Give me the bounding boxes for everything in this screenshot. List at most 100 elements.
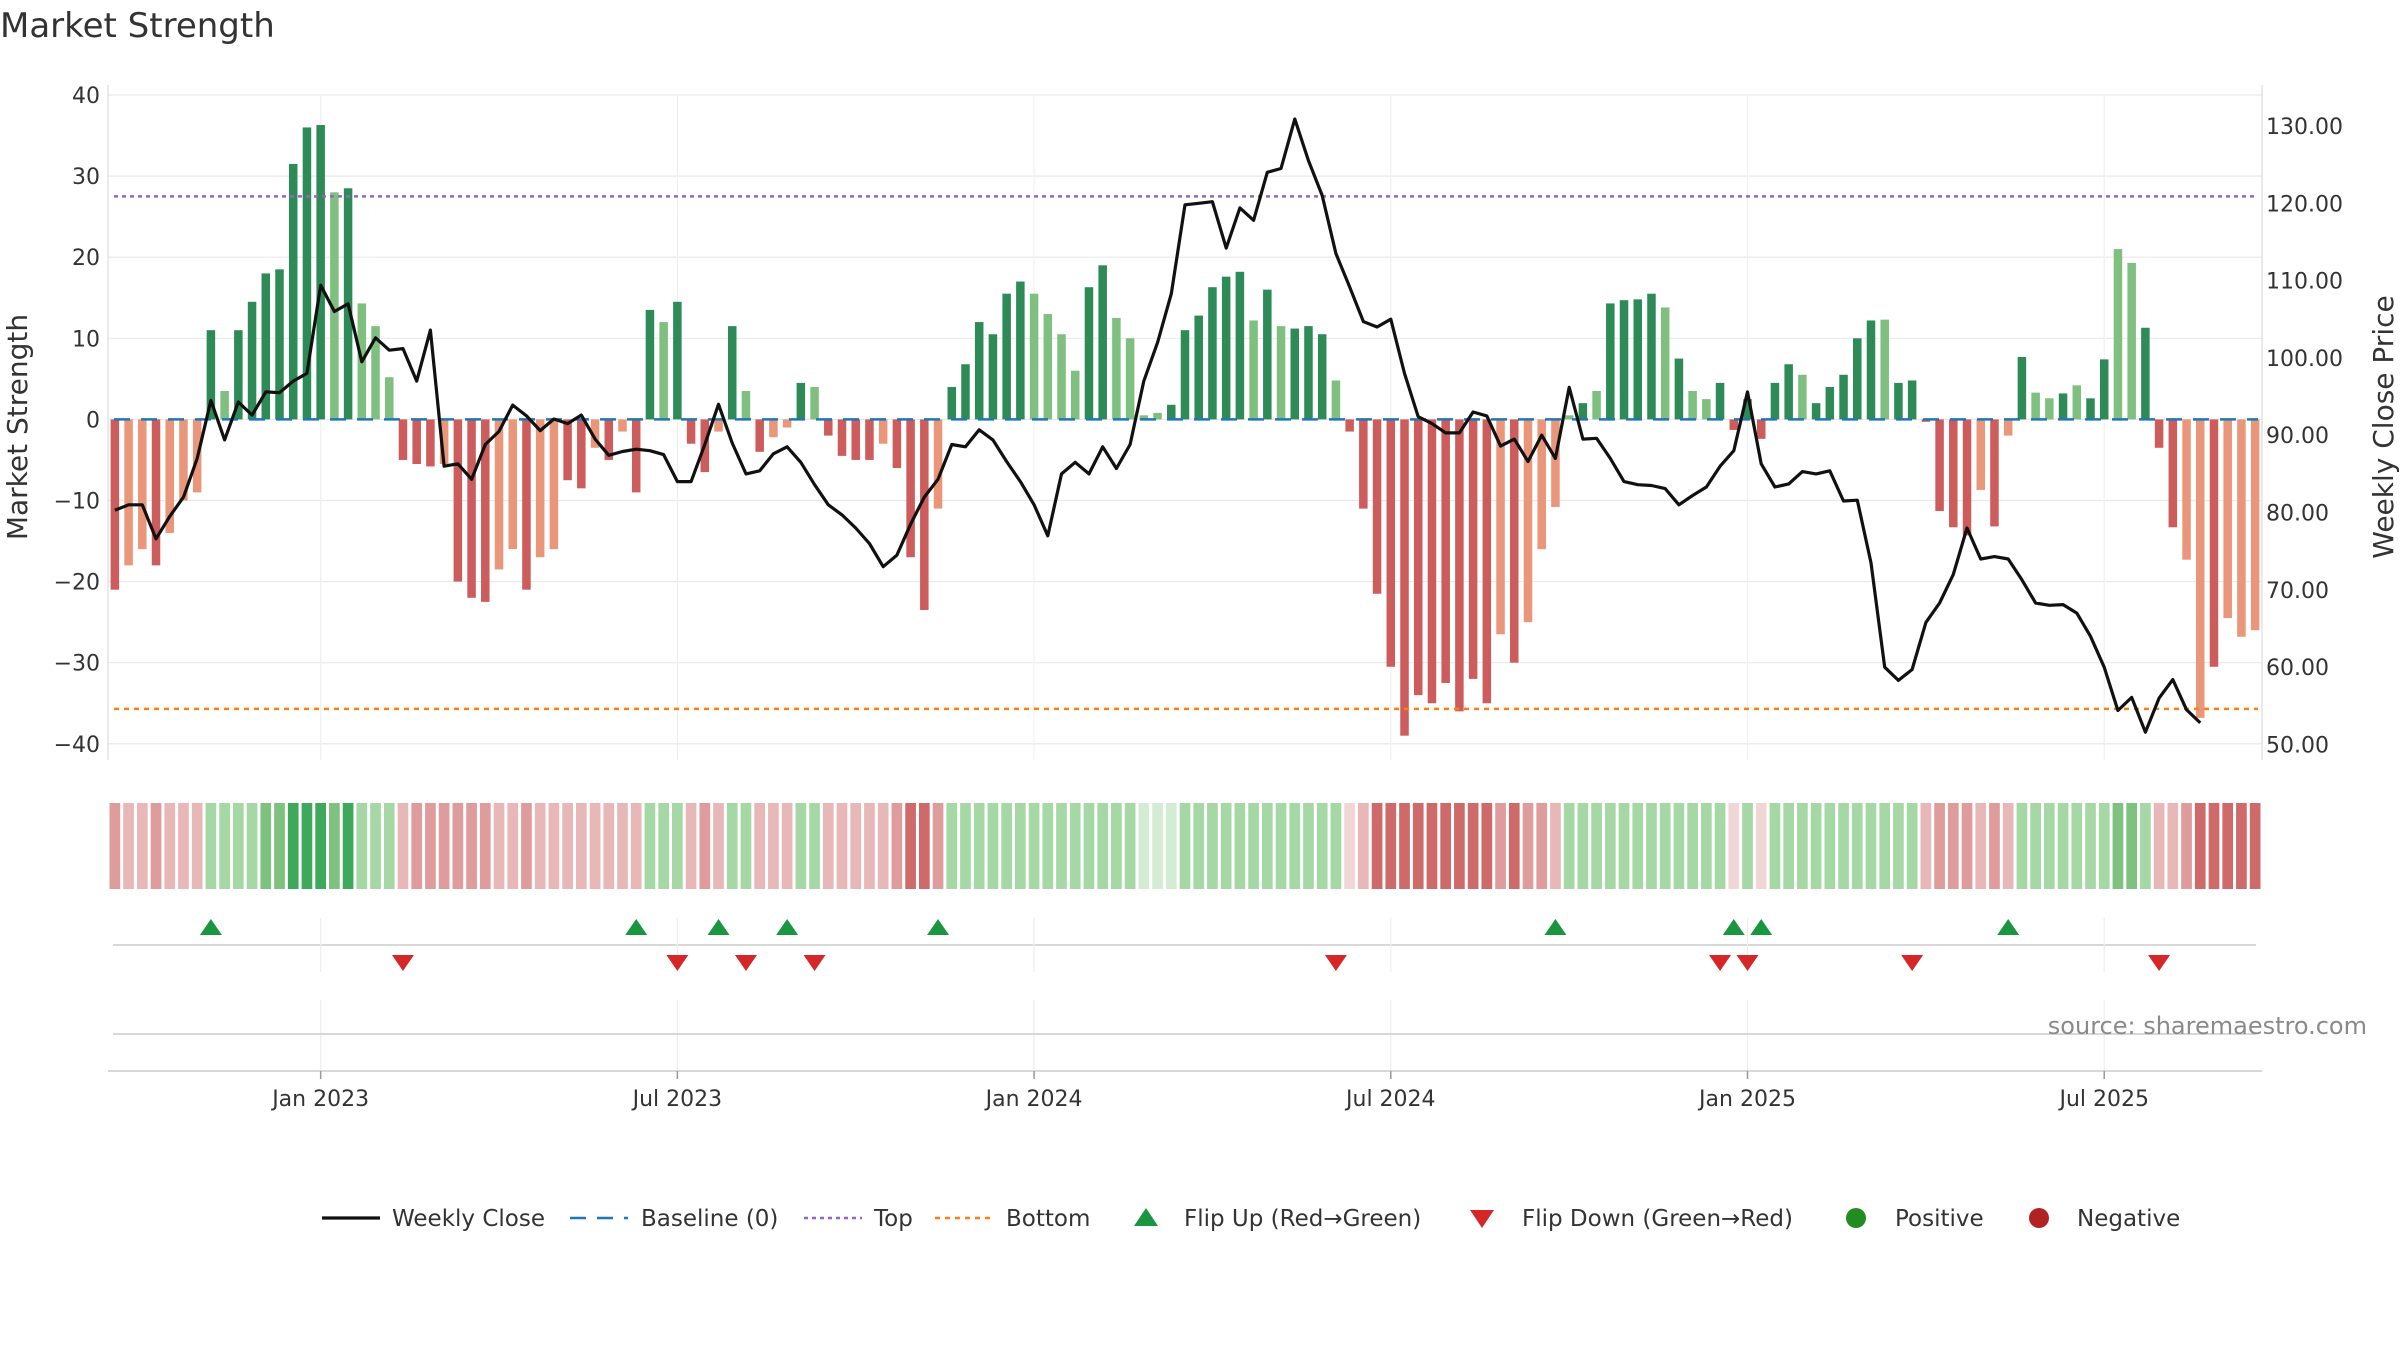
- strength-bar: [673, 301, 682, 420]
- y-left-tick-label: −20: [54, 571, 100, 596]
- strength-bar: [1263, 289, 1272, 420]
- strength-bar: [522, 419, 531, 590]
- strip-cell: [603, 803, 615, 889]
- y-left-tick-label: −40: [54, 733, 100, 758]
- strength-bar: [1290, 328, 1300, 420]
- strength-bar: [1894, 382, 1903, 420]
- strip-cell: [178, 803, 189, 889]
- strength-bar: [1235, 271, 1245, 420]
- strip-cell: [150, 803, 162, 889]
- flip-up-marker: [625, 919, 648, 935]
- strip-cell: [1920, 803, 1932, 889]
- strip-cell: [1961, 803, 1973, 889]
- strip-cell: [1015, 803, 1026, 889]
- strip-cell: [356, 803, 368, 889]
- strength-bar: [1002, 293, 1011, 420]
- strip-cell: [1179, 803, 1191, 889]
- legend-flip-up-swatch: [1134, 1208, 1158, 1226]
- strength-bar: [933, 419, 943, 509]
- y-left-tick-label: 30: [72, 165, 100, 190]
- strength-bar: [1770, 382, 1780, 420]
- strength-bar: [974, 322, 984, 420]
- strip-cell: [493, 803, 505, 889]
- strip-cell: [589, 803, 601, 889]
- strip-cell: [1316, 803, 1328, 889]
- y-right-tick-label: 90.00: [2266, 424, 2329, 449]
- strip-cell: [1097, 803, 1109, 889]
- strip-cell: [2002, 803, 2014, 889]
- flip-up-marker: [1750, 919, 1773, 935]
- y-right-tick-label: 80.00: [2266, 502, 2329, 527]
- strip-cell: [2126, 803, 2138, 889]
- strength-bar: [1907, 380, 1917, 420]
- strip-cell: [836, 803, 848, 889]
- strip-cell: [1385, 803, 1397, 889]
- strip-cell: [1563, 803, 1575, 889]
- strip-cell: [1742, 803, 1753, 889]
- strength-bar: [1139, 415, 1149, 420]
- strength-bar: [2127, 262, 2136, 420]
- strip-cell: [383, 803, 395, 889]
- strength-bar: [1098, 265, 1107, 420]
- strength-bar: [2058, 393, 2068, 420]
- legend-label: Top: [873, 1206, 913, 1232]
- flip-down-marker: [1736, 955, 1759, 971]
- strength-bar: [1043, 313, 1053, 420]
- strength-bar: [1702, 399, 1711, 420]
- strength-bar: [261, 273, 271, 420]
- flip-up-marker: [707, 919, 730, 935]
- strip-cell: [1783, 803, 1795, 889]
- strip-cell: [2208, 803, 2220, 889]
- strength-bar: [755, 419, 764, 452]
- strip-cell: [644, 803, 656, 889]
- strip-cell: [1947, 803, 1959, 889]
- strength-bar: [2086, 398, 2095, 420]
- strength-bar: [138, 419, 147, 550]
- flip-down-marker: [1901, 955, 1924, 971]
- strength-bar: [1564, 415, 1574, 420]
- y-right-tick-label: 110.00: [2266, 270, 2343, 295]
- x-tick-label: Jan 2023: [270, 1087, 369, 1112]
- strength-bar: [2154, 419, 2164, 448]
- strength-bar: [1633, 299, 1643, 420]
- strength-bar: [1866, 320, 1876, 420]
- strip-cell: [425, 803, 436, 889]
- strip-cell: [685, 803, 697, 889]
- strip-cell: [1838, 803, 1849, 889]
- strength-bar: [988, 334, 998, 420]
- strip-cell: [768, 803, 779, 889]
- strip-cell: [1618, 803, 1630, 889]
- flip-down-marker: [2148, 955, 2171, 971]
- strength-bar: [2045, 398, 2054, 420]
- x-tick-label: Jan 2024: [984, 1087, 1083, 1112]
- strength-bar: [1715, 382, 1725, 420]
- strip-cell: [960, 803, 971, 889]
- strength-bar: [714, 419, 723, 432]
- strip-cell: [136, 803, 148, 889]
- strip-cell: [2030, 803, 2041, 889]
- strength-bar: [961, 364, 970, 420]
- flip-up-marker: [1544, 919, 1567, 935]
- strip-cell: [973, 803, 985, 889]
- strength-bar: [1029, 293, 1039, 420]
- strip-cell: [1467, 803, 1479, 889]
- strip-cell: [1700, 803, 1712, 889]
- strip-cell: [1989, 803, 2000, 889]
- strength-bar: [1523, 419, 1533, 623]
- strip-cell: [109, 803, 121, 889]
- legend-label: Positive: [1895, 1206, 1984, 1232]
- legend-label: Negative: [2077, 1206, 2180, 1232]
- flip-up-marker: [199, 919, 222, 935]
- strip-cell: [877, 803, 889, 889]
- strip-cell: [795, 803, 807, 889]
- strength-bar: [906, 419, 915, 558]
- strength-bar: [453, 419, 463, 582]
- strip-cell: [1111, 803, 1122, 889]
- strength-bar: [1276, 326, 1286, 420]
- flip-down-marker: [803, 955, 826, 971]
- strength-bar: [2017, 356, 2027, 420]
- strip-cell: [123, 803, 134, 889]
- strength-bar: [1125, 338, 1135, 420]
- strip-cell: [809, 803, 820, 889]
- strength-bar: [2196, 419, 2205, 718]
